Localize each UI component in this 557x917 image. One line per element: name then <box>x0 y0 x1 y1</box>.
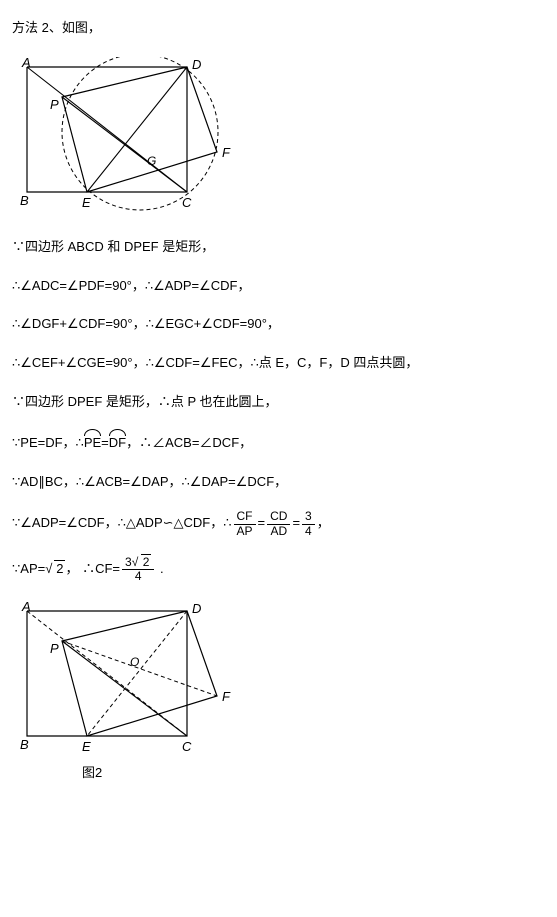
arc-pe-text: PE <box>84 435 101 450</box>
figure-1: A B C D E F G P <box>12 57 545 217</box>
proof-line-2: ∴∠ADC=∠PDF=90°，∴∠ADP=∠CDF， <box>12 276 545 297</box>
lbl-G: G <box>147 154 156 168</box>
lbl-E: E <box>82 195 91 210</box>
lbl2-P: P <box>50 641 59 656</box>
proof-line-3: ∴∠DGF+∠CDF=90°，∴∠EGC+∠CDF=90°， <box>12 314 545 335</box>
figure-2: A B C D E F O P 图2 <box>12 601 545 784</box>
frac-3-4: 34 <box>302 510 315 537</box>
frac-den: 4 <box>302 525 315 538</box>
lbl2-B: B <box>20 737 29 752</box>
proof-line-9: ∵AP= 2， ∴CF=324 . <box>12 556 545 583</box>
title-line: 方法 2、如图， <box>12 18 545 39</box>
frac-num: CF <box>234 510 256 524</box>
l9-part-c: . <box>156 561 163 576</box>
lbl2-O: O <box>130 655 139 669</box>
frac-3r2-4: 324 <box>122 556 154 583</box>
lbl2-A: A <box>21 601 31 614</box>
sqrt-rad: 2 <box>54 560 65 576</box>
sqrt-2: 2 <box>45 559 65 580</box>
l8-part-a: ∵∠ADP=∠CDF，∴△ADP∽△CDF，∴ <box>12 516 232 531</box>
l8-eq1: = <box>258 516 266 531</box>
frac-den: 4 <box>122 570 154 583</box>
lbl-D: D <box>192 57 201 72</box>
frac-cf-ap: CFAP <box>234 510 256 537</box>
frac-den: AD <box>267 525 290 538</box>
lbl2-C: C <box>182 739 192 754</box>
frac-num: 32 <box>122 556 154 570</box>
l9-part-b: ， ∴CF= <box>65 561 120 576</box>
lbl-F: F <box>222 145 231 160</box>
proof-line-4: ∴∠CEF+∠CGE=90°，∴∠CDF=∠FEC，∴点 E，C，F，D 四点共… <box>12 353 545 374</box>
proof-line-7: ∵AD∥BC，∴∠ACB=∠DAP，∴∠DAP=∠DCF， <box>12 472 545 493</box>
arc-df: DF <box>109 431 126 454</box>
lbl-P: P <box>50 97 59 112</box>
figure-2-svg: A B C D E F O P <box>12 601 242 761</box>
lbl-B: B <box>20 193 29 208</box>
lbl-C: C <box>182 195 192 210</box>
figure-1-svg: A B C D E F G P <box>12 57 242 217</box>
frac-num: CD <box>267 510 290 524</box>
l8-part-b: ， <box>317 516 330 531</box>
l8-eq2: = <box>292 516 300 531</box>
l6-eq: = <box>101 435 109 450</box>
figure-2-caption: 图2 <box>82 763 545 784</box>
lbl2-F: F <box>222 689 231 704</box>
lbl-A: A <box>21 57 31 70</box>
lbl2-E: E <box>82 739 91 754</box>
l6-part-a: ∵PE=DF，∴ <box>12 435 84 450</box>
frac-den: AP <box>234 525 256 538</box>
proof-line-1: ∵四边形 ABCD 和 DPEF 是矩形， <box>12 237 545 258</box>
proof-line-8: ∵∠ADP=∠CDF，∴△ADP∽△CDF，∴CFAP=CDAD=34， <box>12 510 545 537</box>
frac-num: 3 <box>302 510 315 524</box>
l6-part-e: ，∴∠ACB=∠DCF， <box>126 435 252 450</box>
arc-df-text: DF <box>109 435 126 450</box>
l9-part-a: ∵AP= <box>12 561 45 576</box>
proof-line-5: ∵四边形 DPEF 是矩形，∴点 P 也在此圆上， <box>12 392 545 413</box>
arc-pe: PE <box>84 431 101 454</box>
proof-line-6: ∵PE=DF，∴PE=DF，∴∠ACB=∠DCF， <box>12 431 545 454</box>
lbl2-D: D <box>192 601 201 616</box>
frac-cd-ad: CDAD <box>267 510 290 537</box>
